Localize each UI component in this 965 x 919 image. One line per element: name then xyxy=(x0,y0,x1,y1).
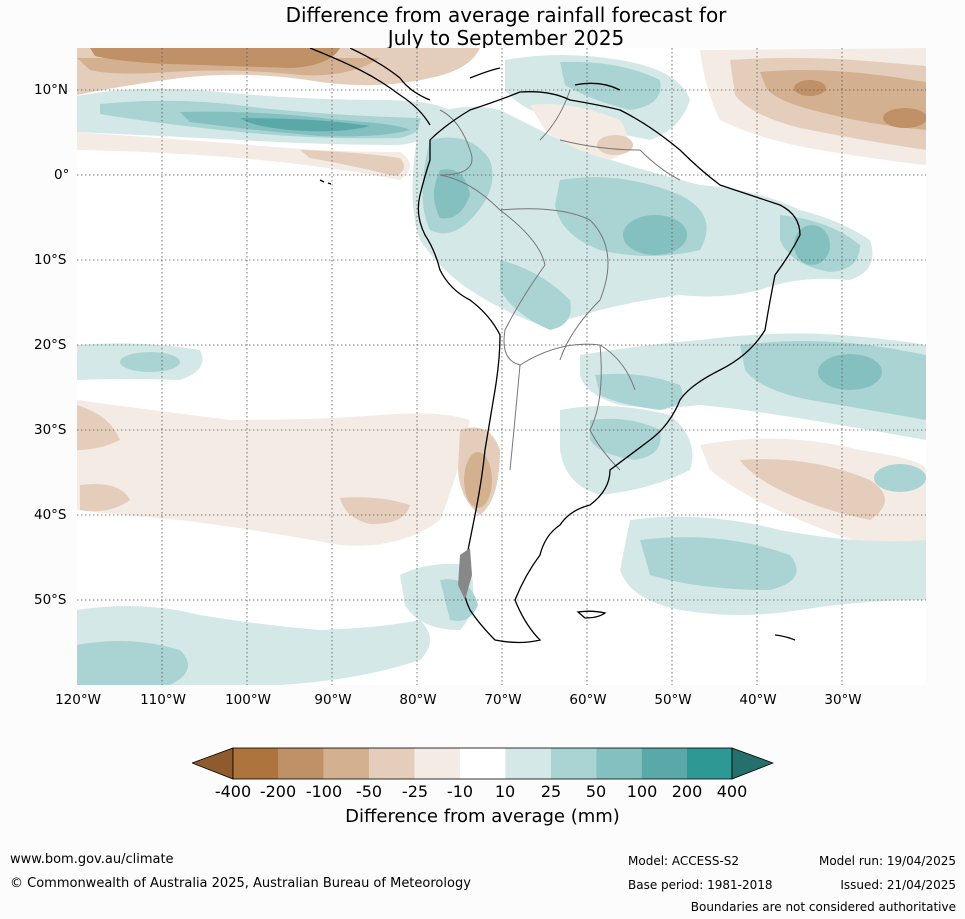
dry-region xyxy=(794,80,826,96)
lon-label-120w: 120°W xyxy=(55,692,101,708)
colorbar-segment xyxy=(687,748,732,779)
lat-label-50s: 50°S xyxy=(34,592,67,608)
dry-region xyxy=(883,108,926,128)
footer-model: Model: ACCESS-S2 xyxy=(628,854,740,868)
patagonia-islands xyxy=(458,548,472,600)
colorbar-tick: 25 xyxy=(540,782,562,801)
rainfall-map xyxy=(77,48,926,685)
colorbar-segment xyxy=(369,748,415,779)
colorbar-tick: -10 xyxy=(446,782,474,801)
country-borders xyxy=(439,89,681,471)
central-america-coast xyxy=(309,48,431,126)
colorbar-tick: -100 xyxy=(305,782,343,801)
colorbar-tick: 50 xyxy=(585,782,607,801)
wet-region xyxy=(590,418,661,460)
dry-region xyxy=(80,484,130,512)
colorbar-segment xyxy=(414,748,460,779)
lon-label-40w: 40°W xyxy=(739,692,777,708)
wet-region xyxy=(794,225,830,265)
lon-label-60w: 60°W xyxy=(569,692,607,708)
colorbar-segment xyxy=(641,748,687,779)
lat-label-20s: 20°S xyxy=(34,337,67,353)
falklands xyxy=(576,610,607,619)
wet-region xyxy=(640,537,797,590)
colorbar-segment xyxy=(596,748,642,779)
title-line-1: Difference from average rainfall forecas… xyxy=(285,3,727,27)
dry-region xyxy=(300,150,404,176)
lat-label-10n: 10°N xyxy=(34,82,69,98)
wet-region xyxy=(818,354,882,390)
footer-issued: Issued: 21/04/2025 xyxy=(840,878,956,892)
title-line-2: July to September 2025 xyxy=(387,26,625,50)
dry-region xyxy=(740,459,885,520)
caribbean-coast xyxy=(469,67,621,91)
colorbar-tick: -25 xyxy=(401,782,429,801)
footer-disclaimer: Boundaries are not considered authoritat… xyxy=(690,900,956,914)
lat-label-40s: 40°S xyxy=(34,507,67,523)
colorbar-min-arrow xyxy=(192,747,234,780)
colorbar-tick: -200 xyxy=(259,782,297,801)
dry-region xyxy=(597,135,633,155)
colorbar-max-arrow xyxy=(731,747,774,780)
lon-label-90w: 90°W xyxy=(314,692,352,708)
lon-label-30w: 30°W xyxy=(824,692,862,708)
wet-region xyxy=(595,373,683,410)
wet-region xyxy=(120,352,180,372)
wet-region xyxy=(77,641,188,685)
lat-label-30s: 30°S xyxy=(34,422,67,438)
colorbar-segment xyxy=(323,748,370,779)
colorbar xyxy=(192,747,774,780)
footer-model-run: Model run: 19/04/2025 xyxy=(818,854,956,868)
colorbar-tick: 200 xyxy=(671,782,703,801)
graticule xyxy=(77,48,926,685)
colorbar-tick: -400 xyxy=(214,782,252,801)
lon-label-110w: 110°W xyxy=(140,692,186,708)
lon-label-100w: 100°W xyxy=(225,692,271,708)
rainfall-anomaly-shading xyxy=(77,48,926,685)
lat-label-0: 0° xyxy=(54,167,70,183)
dry-region xyxy=(77,405,120,450)
wet-region xyxy=(440,579,478,621)
colorbar-title: Difference from average (mm) xyxy=(345,806,620,827)
galapagos xyxy=(319,179,332,185)
colorbar-segment xyxy=(460,748,506,779)
wet-region xyxy=(874,464,926,492)
south-georgia xyxy=(774,634,796,641)
lon-label-50w: 50°W xyxy=(654,692,692,708)
lon-label-80w: 80°W xyxy=(399,692,437,708)
colorbar-segments xyxy=(233,748,732,779)
wet-region xyxy=(500,260,571,330)
dry-region xyxy=(340,497,410,525)
colorbar-segment xyxy=(550,748,597,779)
dry-region xyxy=(464,452,492,508)
south-america-coast xyxy=(417,91,801,644)
colorbar-tick: 10 xyxy=(494,782,516,801)
lon-label-70w: 70°W xyxy=(484,692,522,708)
footer-copyright: © Commonwealth of Australia 2025, Austra… xyxy=(10,876,471,891)
colorbar-segment xyxy=(233,748,279,779)
colorbar-tick: 400 xyxy=(716,782,748,801)
wet-region xyxy=(623,215,687,255)
dry-region xyxy=(77,132,410,180)
map-title: Difference from average rainfall forecas… xyxy=(0,4,965,50)
colorbar-segment xyxy=(278,748,324,779)
footer-base-period: Base period: 1981-2018 xyxy=(628,878,773,892)
dry-region xyxy=(90,48,340,68)
colorbar-tick: -50 xyxy=(355,782,383,801)
colorbar-segment xyxy=(505,748,551,779)
wet-region xyxy=(240,118,370,132)
colorbar-tick: 100 xyxy=(626,782,658,801)
lat-label-10s: 10°S xyxy=(34,252,67,268)
footer-website[interactable]: www.bom.gov.au/climate xyxy=(10,852,174,867)
coastlines xyxy=(309,48,801,644)
